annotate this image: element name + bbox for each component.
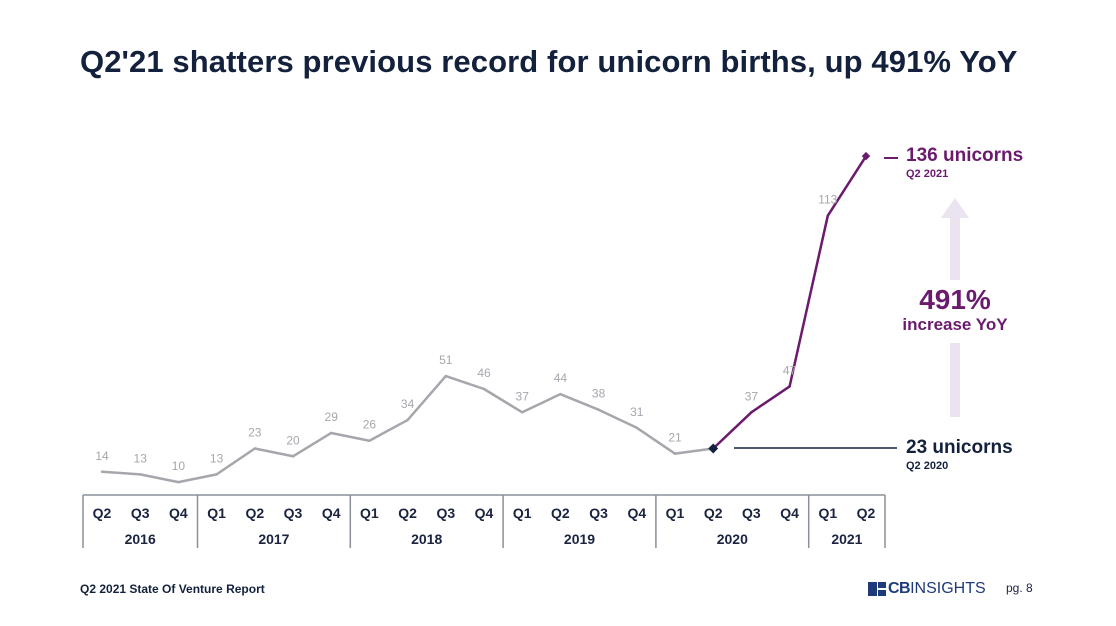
x-tick-label: Q4	[169, 505, 188, 521]
data-label: 13	[134, 451, 148, 465]
x-tick-label: Q4	[780, 505, 799, 521]
line-segment	[177, 473, 218, 484]
data-label: 46	[477, 366, 491, 380]
line-segment	[788, 214, 830, 388]
data-label: 37	[516, 389, 530, 403]
q2-2021-leader-dash	[884, 157, 898, 159]
page-number: pg. 8	[1006, 581, 1033, 595]
x-tick-label: Q4	[475, 505, 494, 521]
line-segment	[482, 387, 524, 414]
x-tick-label: Q3	[284, 505, 303, 521]
x-tick-label: Q4	[627, 505, 646, 521]
line-segment	[329, 431, 371, 442]
year-label: 2016	[125, 531, 156, 547]
data-label: 26	[363, 418, 377, 432]
data-label: 21	[668, 431, 682, 445]
data-label: 13	[210, 451, 224, 465]
growth-percent: 491%	[919, 284, 991, 315]
data-label: 38	[592, 387, 606, 401]
data-label: 37	[745, 389, 759, 403]
data-label: 47	[783, 363, 797, 377]
q2-2021-count: 136 unicorns	[906, 145, 1024, 166]
arrow-shaft-top	[950, 218, 960, 280]
line-segment	[750, 385, 791, 414]
year-label: 2017	[258, 531, 289, 547]
data-label: 51	[439, 353, 453, 367]
data-label: 31	[630, 405, 644, 419]
line-segment	[826, 154, 868, 217]
growth-label: increase YoY	[902, 315, 1008, 334]
logo-text-bold: CB	[888, 580, 911, 597]
x-tick-label: Q1	[513, 505, 532, 521]
x-tick-label: Q2	[93, 505, 112, 521]
x-tick-label: Q1	[818, 505, 837, 521]
x-tick-label: Q2	[245, 505, 264, 521]
x-tick-label: Q2	[704, 505, 723, 521]
q2-2021-label: Q2 2021	[906, 168, 949, 180]
x-tick-label: Q2	[857, 505, 876, 521]
growth-callout: 491% increase YoY	[880, 285, 1030, 335]
arrow-head	[941, 198, 969, 218]
data-label: 29	[325, 410, 339, 424]
line-segment	[597, 408, 639, 430]
line-segment	[711, 411, 753, 450]
line-segment	[559, 392, 600, 411]
line-segment	[215, 447, 257, 476]
x-tick-label: Q3	[589, 505, 608, 521]
x-tick-label: Q4	[322, 505, 341, 521]
q2-2021-callout: 136 unicorns Q2 2021	[906, 145, 1023, 180]
line-segment	[406, 374, 448, 422]
line-segment	[520, 392, 562, 414]
x-tick-label: Q3	[436, 505, 455, 521]
x-tick-label: Q1	[207, 505, 226, 521]
year-label: 2018	[411, 531, 442, 547]
page-title: Q2'21 shatters previous record for unico…	[80, 44, 1018, 79]
x-tick-label: Q2	[551, 505, 570, 521]
year-label: 2019	[564, 531, 595, 547]
data-label: 20	[286, 433, 300, 447]
data-label: 14	[95, 449, 109, 463]
year-label: 2020	[717, 531, 748, 547]
line-segment	[635, 426, 677, 455]
data-label: 34	[401, 397, 415, 411]
q2-2020-count: 23 unicorns	[906, 437, 1013, 458]
cb-insights-logo: CB INSIGHTS	[868, 580, 986, 598]
x-tick-label: Q3	[131, 505, 150, 521]
q2-2020-marker	[708, 443, 719, 454]
line-segment	[100, 470, 142, 476]
x-tick-label: Q1	[666, 505, 685, 521]
q2-2020-callout: 23 unicorns Q2 2020	[906, 437, 1013, 472]
growth-arrow-icon	[941, 198, 969, 417]
line-segment	[291, 431, 333, 458]
line-segment	[444, 374, 486, 391]
data-label: 113	[818, 193, 837, 207]
data-label: 44	[554, 371, 568, 385]
line-segment	[673, 447, 715, 455]
logo-text-light: INSIGHTS	[910, 580, 986, 597]
line-segment	[368, 418, 409, 442]
line-segment	[253, 447, 295, 458]
x-tick-label: Q2	[398, 505, 417, 521]
year-label: 2021	[831, 531, 862, 547]
cb-insights-logo-icon	[868, 582, 886, 596]
x-tick-label: Q3	[742, 505, 761, 521]
data-label: 10	[172, 459, 186, 473]
x-tick-label: Q1	[360, 505, 379, 521]
data-label: 23	[248, 425, 262, 439]
arrow-shaft-bottom	[950, 343, 960, 417]
q2-2020-label: Q2 2020	[906, 460, 949, 472]
line-segment	[138, 473, 180, 484]
report-name: Q2 2021 State Of Venture Report	[80, 582, 265, 596]
